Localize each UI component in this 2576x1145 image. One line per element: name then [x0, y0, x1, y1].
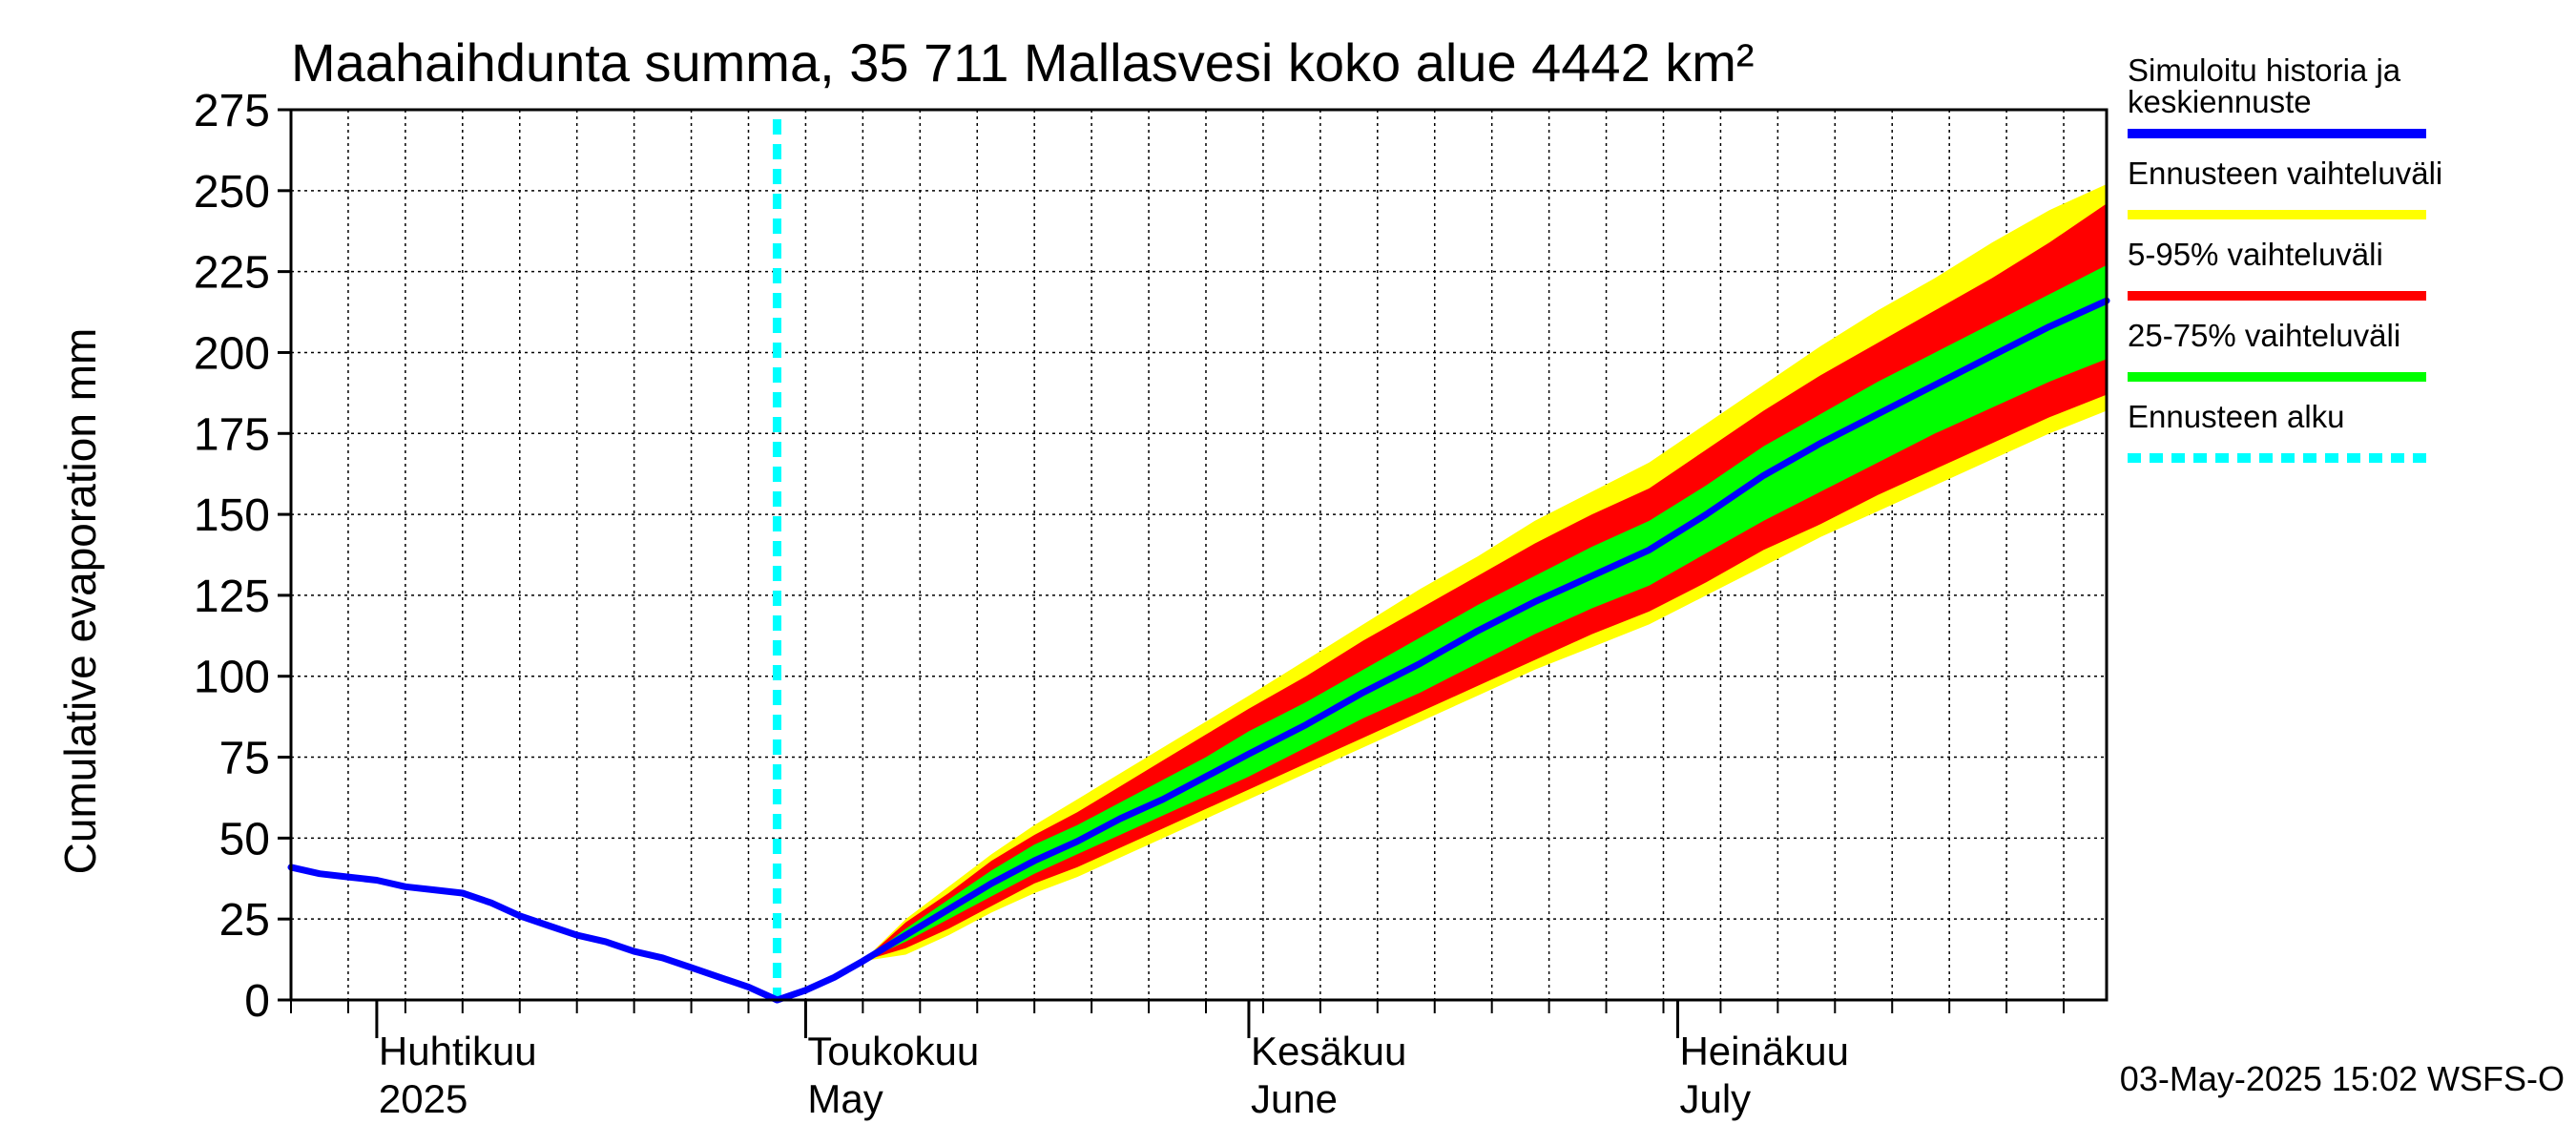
y-tick-label: 225: [194, 248, 270, 299]
y-tick-label: 75: [219, 734, 270, 784]
plot-frame: [289, 108, 2109, 1002]
legend-label: 25-75% vaihteluväli: [2128, 318, 2400, 353]
legend-label: Simuloitu historia ja: [2128, 52, 2401, 88]
y-axis-ticks: 0 25 50 75 100 125 150 175 200 225 250 275: [194, 86, 291, 1027]
legend-label: 5-95% vaihteluväli: [2128, 237, 2383, 272]
series-lines: [287, 119, 2110, 1004]
y-tick-label: 0: [244, 976, 270, 1027]
legend-label-line2: keskiennuste: [2128, 84, 2312, 119]
plot-border: [289, 108, 2109, 1002]
y-tick-label: 275: [194, 86, 270, 136]
x-tick-label-month: Heinäkuu: [1679, 1029, 1848, 1073]
legend-label: Ennusteen alku: [2128, 399, 2345, 434]
x-tick-label-month: Kesäkuu: [1251, 1029, 1406, 1073]
x-tick-label-sub: July: [1679, 1076, 1751, 1121]
y-tick-label: 100: [194, 653, 270, 703]
y-tick-label: 150: [194, 490, 270, 541]
band-25-75: [777, 264, 2107, 1000]
y-tick-label: 125: [194, 572, 270, 622]
y-tick-label: 50: [219, 814, 270, 864]
y-axis-label: Cumulative evaporation mm: [55, 328, 105, 875]
forecast-bands: [777, 184, 2107, 1000]
x-tick-label-sub: 2025: [379, 1076, 467, 1121]
history-line: [287, 864, 780, 1004]
x-tick-label-month: Toukokuu: [807, 1029, 979, 1073]
y-tick-label: 200: [194, 328, 270, 379]
y-tick-label: 25: [219, 895, 270, 946]
x-tick-label-sub: June: [1251, 1076, 1338, 1121]
median-forecast-line: [774, 297, 2110, 1004]
grid-lines: [290, 109, 2107, 1001]
legend-label: Ennusteen vaihteluväli: [2128, 156, 2442, 191]
x-tick-label-sub: May: [807, 1076, 883, 1121]
footer-timestamp: 03-May-2025 15:02 WSFS-O: [2120, 1059, 2565, 1098]
chart-title: Maahaihdunta summa, 35 711 Mallasvesi ko…: [291, 32, 1755, 93]
band-5-95: [777, 203, 2107, 1000]
y-tick-label: 250: [194, 167, 270, 218]
y-tick-label: 175: [194, 409, 270, 460]
x-tick-label-month: Huhtikuu: [379, 1029, 537, 1073]
